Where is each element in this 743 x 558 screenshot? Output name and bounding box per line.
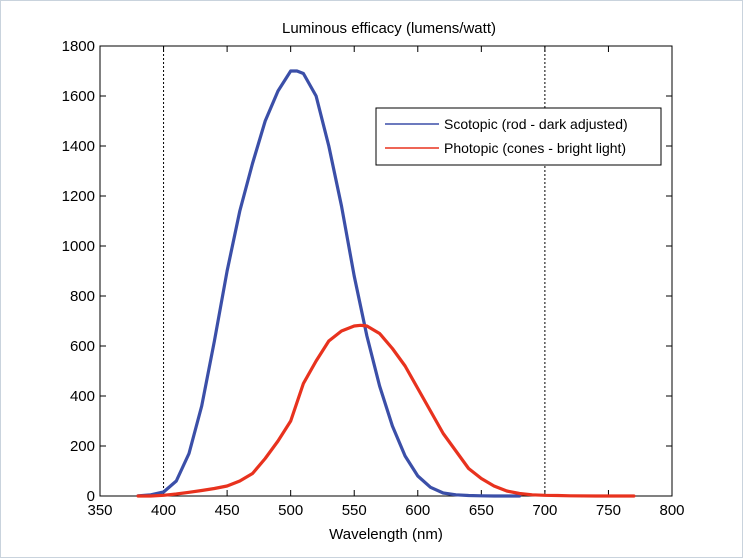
y-axis-ticks: 0 200 400 600 800 1000 1200 1400 1600 1800 [62, 38, 672, 505]
x-tick-label: 500 [278, 502, 303, 519]
series-lines [136, 69, 636, 498]
x-tick-label: 400 [151, 502, 176, 519]
y-tick-label: 0 [87, 488, 95, 505]
x-tick-label: 800 [659, 502, 684, 519]
chart-title: Luminous efficacy (lumens/watt) [282, 20, 496, 37]
y-tick-label: 1200 [62, 188, 95, 205]
legend-label-scotopic: Scotopic (rod - dark adjusted) [444, 116, 628, 132]
x-axis-title: Wavelength (nm) [329, 526, 443, 543]
x-tick-label: 450 [215, 502, 240, 519]
x-tick-label: 350 [87, 502, 112, 519]
x-axis-ticks: 350 400 450 500 550 600 650 700 750 800 [87, 46, 685, 519]
x-tick-label: 750 [596, 502, 621, 519]
reference-lines [163, 46, 546, 496]
y-tick-label: 800 [70, 288, 95, 305]
x-tick-label: 650 [469, 502, 494, 519]
series-line-scotopic [136, 69, 522, 498]
legend-box [375, 107, 662, 166]
y-tick-label: 400 [70, 388, 95, 405]
y-tick-label: 600 [70, 338, 95, 355]
x-tick-label: 550 [342, 502, 367, 519]
legend-label-photopic: Photopic (cones - bright light) [444, 140, 626, 156]
x-tick-label: 600 [405, 502, 430, 519]
y-tick-label: 1600 [62, 88, 95, 105]
series-line-photopic [136, 323, 636, 498]
y-tick-label: 1800 [62, 38, 95, 55]
y-tick-label: 200 [70, 438, 95, 455]
y-tick-label: 1000 [62, 238, 95, 255]
legend: Scotopic (rod - dark adjusted) Photopic … [375, 107, 662, 166]
x-tick-label: 700 [532, 502, 557, 519]
y-tick-label: 1400 [62, 138, 95, 155]
